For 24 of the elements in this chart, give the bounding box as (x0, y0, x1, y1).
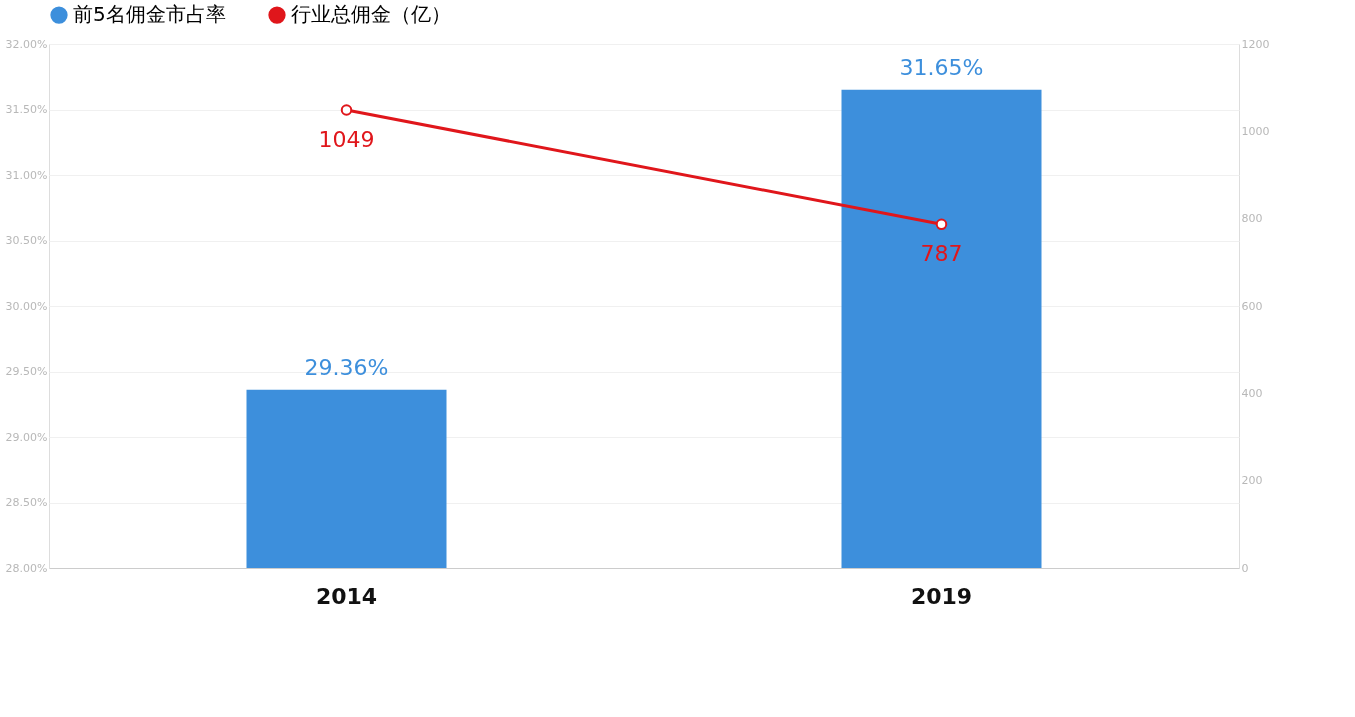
data-label: 787 (920, 241, 963, 267)
legend-label: 行业总佣金（亿） (291, 2, 451, 27)
y-tick-label: 29.50% (5, 365, 48, 378)
y2-tick-label: 600 (1241, 299, 1263, 313)
y2-tick-label: 800 (1241, 212, 1263, 226)
y2-tick-label: 400 (1241, 386, 1263, 400)
y2-tick-label: 1200 (1241, 37, 1270, 51)
y-tick-label: 31.00% (5, 168, 48, 182)
y2-tick-label: 200 (1241, 474, 1263, 488)
legend-label: 前5名佣金市占率 (73, 2, 226, 27)
x-tick-label: 2014 (315, 583, 378, 609)
y-tick-label: 30.00% (5, 299, 48, 313)
y2-tick-label: 0 (1241, 561, 1249, 575)
data-label: 31.65% (899, 54, 984, 80)
y-tick-label: 29.00% (5, 430, 48, 444)
y-tick-label: 32.00% (5, 37, 48, 51)
y-tick-label: 30.50% (5, 234, 48, 247)
y-tick-label: 28.50% (5, 496, 48, 509)
data-label: 29.36% (304, 354, 389, 380)
data-label: 1049 (318, 126, 375, 152)
x-tick-label: 2019 (910, 583, 973, 609)
y2-tick-label: 1000 (1241, 124, 1270, 138)
y-tick-label: 28.00% (5, 561, 48, 575)
y-tick-label: 31.50% (5, 103, 48, 116)
